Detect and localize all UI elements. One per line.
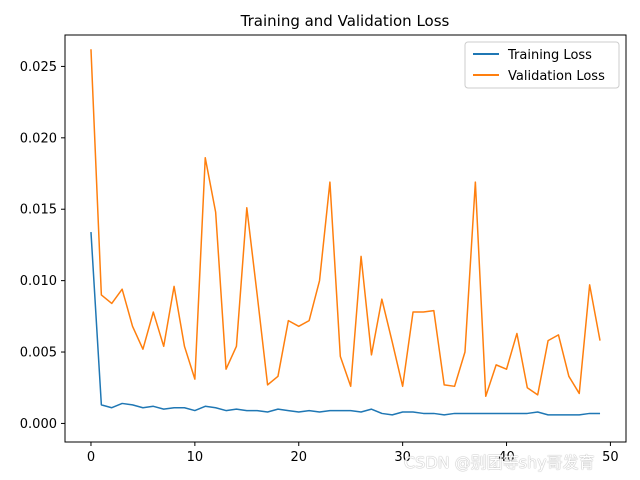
chart-title: Training and Validation Loss — [240, 12, 450, 30]
legend-label-validation: Validation Loss — [508, 69, 605, 84]
y-tick-label: 0.015 — [20, 203, 57, 218]
legend-label-training: Training Loss — [507, 48, 592, 63]
watermark: CSDN @别团等shy哥发育 — [404, 453, 595, 472]
y-tick-label: 0.005 — [20, 346, 57, 361]
x-tick-label: 40 — [498, 450, 515, 465]
y-tick-label: 0.020 — [20, 131, 57, 146]
x-tick-label: 0 — [87, 450, 95, 465]
validation-loss-line — [90, 49, 601, 398]
x-tick-label: 50 — [602, 450, 619, 465]
x-tick-label: 10 — [187, 450, 204, 465]
y-tick-label: 0.025 — [20, 60, 57, 75]
y-tick-label: 0.010 — [20, 274, 57, 289]
legend-box — [464, 41, 620, 89]
x-tick-label: 30 — [394, 450, 411, 465]
y-tick-label: 0.000 — [20, 417, 57, 432]
legend: Training Loss Validation Loss — [464, 41, 620, 89]
training-loss-line — [90, 232, 601, 416]
x-tick-label: 20 — [290, 450, 307, 465]
plot-frame — [64, 34, 627, 443]
